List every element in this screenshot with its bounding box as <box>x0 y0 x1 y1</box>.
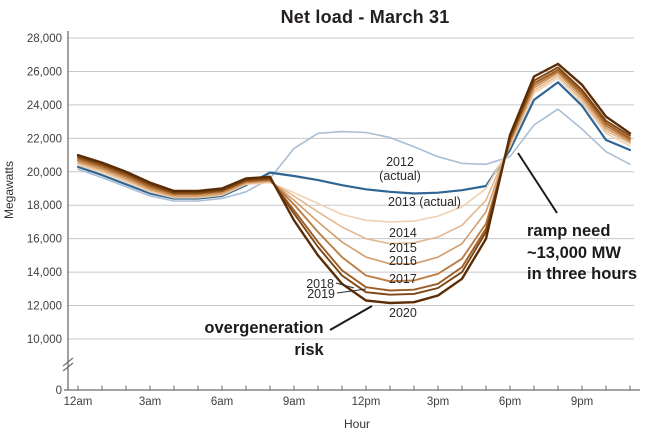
annotation-pointer-overgeneration-risk <box>329 305 373 331</box>
y-axis-break-mark <box>62 362 74 372</box>
y-tick-label-16000: 16,000 <box>27 234 62 246</box>
series-label-connector-2019 <box>336 288 367 294</box>
x-tick-label-3pm: 3pm <box>427 396 449 408</box>
annotation-text-ramp-need: in three hours <box>527 265 637 283</box>
series-label-2015: 2015 <box>389 241 417 255</box>
x-tick-label-9am: 9am <box>283 396 305 408</box>
annotation-text-ramp-need: ramp need <box>527 222 610 240</box>
y-tick-label-28000: 28,000 <box>27 33 62 45</box>
annotation-text-overgeneration-risk: overgeneration <box>204 319 323 337</box>
series-label-connector-2018 <box>335 282 355 289</box>
annotations: overgeneration risk ramp need ~13,000 MW in … <box>204 152 637 359</box>
x-tick-label-12pm: 12pm <box>352 396 381 408</box>
tick-labels: 0 10,000 12,000 14,000 16,000 18,000 20,000 22,… <box>27 33 593 408</box>
series-line-2012 <box>77 108 631 202</box>
y-tick-label-12000: 12,000 <box>27 301 62 313</box>
series-line-2014 <box>77 77 631 223</box>
y-tick-label-26000: 26,000 <box>27 66 62 78</box>
annotation-text-ramp-need: ~13,000 MW <box>527 244 621 262</box>
annotation-text-overgeneration-risk: risk <box>294 341 324 359</box>
series-line-2019 <box>77 66 631 296</box>
x-tick-label-12am: 12am <box>64 396 93 408</box>
y-tick-label-18000: 18,000 <box>27 200 62 212</box>
series-line-2020 <box>76 62 632 305</box>
series-line-2013 <box>76 81 632 200</box>
series-label-2012: (actual) <box>379 169 421 183</box>
x-tick-label-3am: 3am <box>139 396 161 408</box>
series-label-2018: 2018 <box>306 277 334 291</box>
series-label-2014: 2014 <box>389 226 417 240</box>
series-label-2013: 2013 (actual) <box>388 195 461 209</box>
gridlines <box>68 37 634 340</box>
series-label-2020: 2020 <box>389 306 417 320</box>
annotation-pointer-ramp-need <box>517 152 558 214</box>
y-tick-label-24000: 24,000 <box>27 100 62 112</box>
x-tick-label-6am: 6am <box>211 396 233 408</box>
x-axis-title: Hour <box>344 417 370 431</box>
series-label-2019: 2019 <box>307 287 335 301</box>
series-label-2012: 2012 <box>386 155 414 169</box>
y-axis-title: Megawatts <box>2 161 16 219</box>
series-line-2016 <box>77 72 631 265</box>
y-tick-label-14000: 14,000 <box>27 267 62 279</box>
y-tick-label-22000: 22,000 <box>27 133 62 145</box>
x-tick-label-9pm: 9pm <box>571 396 593 408</box>
series-line-2017 <box>77 70 631 283</box>
y-axis-break-mark <box>62 357 74 367</box>
series-label-2016: 2016 <box>389 254 417 268</box>
y-tick-label-0: 0 <box>56 385 62 397</box>
x-tick-label-6pm: 6pm <box>499 396 521 408</box>
y-tick-label-20000: 20,000 <box>27 167 62 179</box>
series-label-2017: 2017 <box>389 272 417 286</box>
series-lines <box>76 62 632 305</box>
y-tick-label-10000: 10,000 <box>27 334 62 346</box>
series-line-2015 <box>77 74 631 245</box>
axes <box>62 31 640 391</box>
chart-title: Net load - March 31 <box>281 7 450 27</box>
